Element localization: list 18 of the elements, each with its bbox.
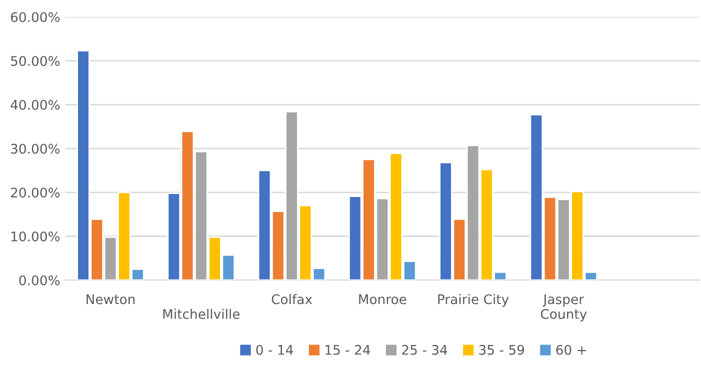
y-tick-label: 40.00%: [10, 100, 60, 110]
legend-label: 60 +: [556, 344, 586, 355]
x-tick-label: Jasper County: [540, 294, 587, 322]
legend-label: 25 - 34: [402, 344, 448, 355]
y-tick-label: 20.00%: [10, 188, 60, 198]
legend-label: 15 - 24: [326, 344, 370, 355]
legend-label: 0 - 14: [256, 344, 293, 355]
legend-label: 35 - 59: [479, 344, 524, 355]
y-tick-label: 60.00%: [10, 12, 60, 22]
x-tick-label: Colfax: [272, 294, 312, 304]
y-tick-label: 50.00%: [11, 56, 60, 66]
x-tick-label: Monroe: [359, 294, 406, 304]
x-tick-label: Prairie City: [438, 294, 509, 307]
x-tick-label: Mitchellville: [163, 308, 240, 319]
y-tick-label: 30.00%: [11, 144, 60, 154]
y-tick-label: 0.00%: [19, 275, 60, 286]
x-tick-label: Newton: [86, 294, 135, 304]
y-tick-label: 10.00%: [11, 231, 60, 242]
